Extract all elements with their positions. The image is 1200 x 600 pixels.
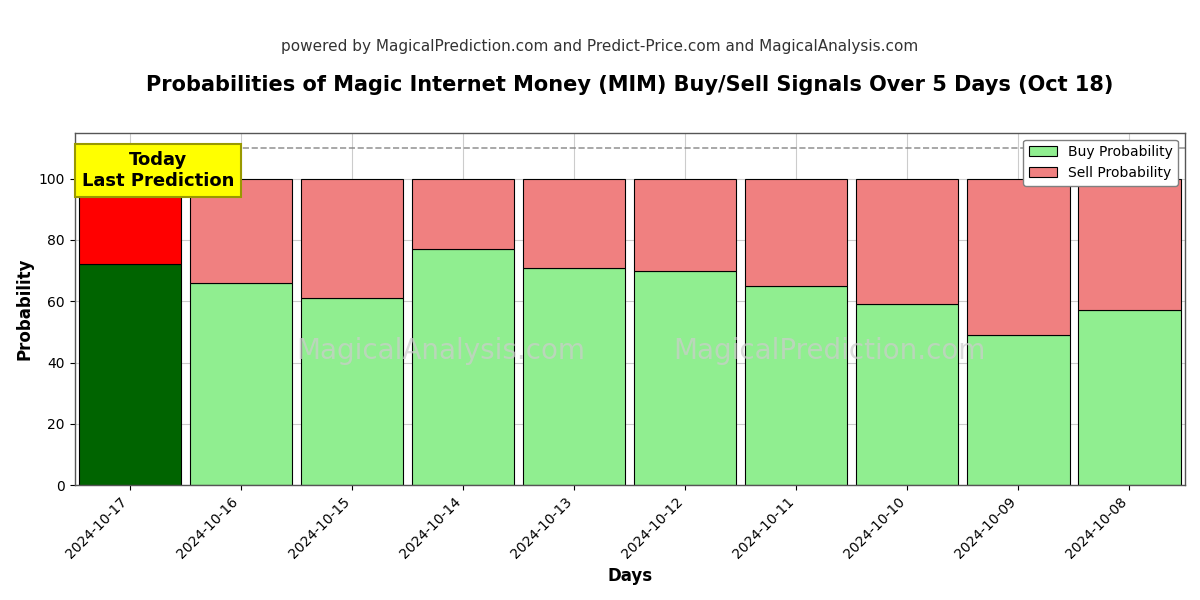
- Text: powered by MagicalPrediction.com and Predict-Price.com and MagicalAnalysis.com: powered by MagicalPrediction.com and Pre…: [281, 39, 919, 54]
- Bar: [412, 179, 515, 249]
- Bar: [301, 179, 403, 298]
- X-axis label: Days: Days: [607, 567, 653, 585]
- Bar: [301, 298, 403, 485]
- Bar: [190, 179, 293, 283]
- Y-axis label: Probability: Probability: [16, 257, 34, 360]
- Text: Today
Last Prediction: Today Last Prediction: [82, 151, 234, 190]
- Bar: [745, 179, 847, 286]
- Bar: [1079, 310, 1181, 485]
- Bar: [967, 335, 1069, 485]
- Text: MagicalPrediction.com: MagicalPrediction.com: [673, 337, 986, 365]
- Bar: [79, 265, 181, 485]
- Bar: [857, 179, 959, 304]
- Bar: [635, 271, 737, 485]
- Bar: [523, 268, 625, 485]
- Bar: [967, 179, 1069, 335]
- Title: Probabilities of Magic Internet Money (MIM) Buy/Sell Signals Over 5 Days (Oct 18: Probabilities of Magic Internet Money (M…: [146, 75, 1114, 95]
- Bar: [190, 283, 293, 485]
- Bar: [79, 179, 181, 265]
- Legend: Buy Probability, Sell Probability: Buy Probability, Sell Probability: [1024, 140, 1178, 185]
- Bar: [1079, 179, 1181, 310]
- Text: MagicalAnalysis.com: MagicalAnalysis.com: [296, 337, 586, 365]
- Bar: [857, 304, 959, 485]
- Bar: [412, 249, 515, 485]
- Bar: [635, 179, 737, 271]
- Bar: [745, 286, 847, 485]
- Bar: [523, 179, 625, 268]
